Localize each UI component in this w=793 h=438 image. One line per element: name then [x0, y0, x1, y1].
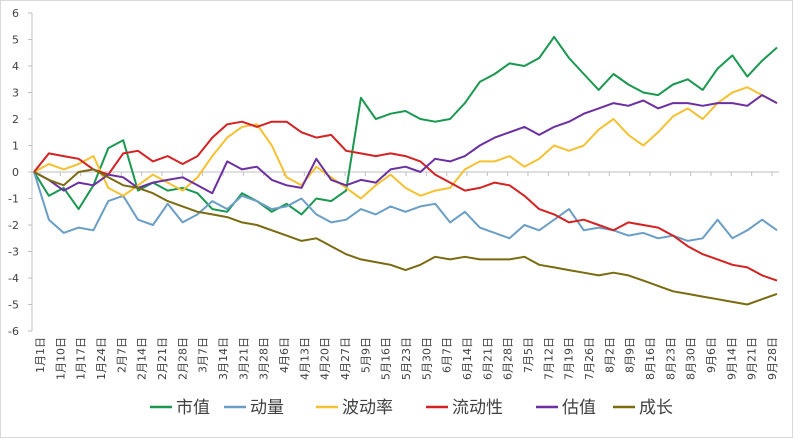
x-tick-label: 4月20日: [319, 337, 332, 380]
x-tick-label: 1月10日: [54, 337, 67, 380]
y-tick-label: -6: [8, 325, 19, 338]
x-tick-label: 5月23日: [400, 337, 413, 380]
x-tick-label: 9月28日: [766, 337, 779, 380]
y-tick-label: -4: [8, 272, 19, 285]
series-line-动量: [33, 171, 778, 242]
x-tick-label: 5月9日: [359, 337, 372, 373]
x-tick-label: 7月26日: [583, 337, 596, 380]
y-tick-label: 2: [12, 113, 19, 126]
x-tick-label: 6月21日: [481, 337, 494, 380]
y-tick-label: -2: [8, 219, 19, 232]
x-tick-label: 9月14日: [725, 337, 738, 380]
x-tick-label: 6月28日: [502, 337, 515, 380]
x-tick-label: 7月5日: [522, 337, 535, 373]
y-tick-label: 1: [12, 140, 19, 153]
y-tick-label: -5: [8, 299, 19, 312]
legend: 市值 动量 波动率 流动性 估值 成长: [150, 398, 673, 418]
x-tick-label: 9月6日: [705, 337, 718, 373]
x-tick-label: 8月23日: [664, 337, 677, 380]
x-tick-label: 2月28日: [176, 337, 189, 380]
x-tick-label: 3月28日: [258, 337, 271, 380]
y-tick-label: 0: [12, 166, 19, 179]
series-layer: [33, 35, 778, 306]
x-tick-label: 5月16日: [380, 337, 393, 380]
x-tick-label: 8月16日: [644, 337, 657, 380]
series-line-估值: [33, 94, 778, 195]
x-tick-label: 4月13日: [298, 337, 311, 380]
x-tick-label: 3月14日: [217, 337, 230, 380]
x-tick-label: 8月30日: [685, 337, 698, 380]
x-tick-label: 3月21日: [237, 337, 250, 380]
x-tick-label: 6月7日: [441, 337, 454, 373]
x-tick-label: 8月2日: [603, 337, 616, 373]
x-tick-label: 4月6日: [278, 337, 291, 373]
y-tick-label: 5: [12, 34, 19, 47]
x-tick-label: 2月21日: [156, 337, 169, 380]
y-tick-label: 4: [12, 60, 19, 73]
legend-label: 估值: [562, 398, 596, 418]
legend-label: 波动率: [342, 398, 393, 418]
x-tick-label: 5月30日: [420, 337, 433, 380]
x-tick-label: 7月12日: [542, 337, 555, 380]
series-line-市值: [33, 35, 778, 216]
y-tick-label: -1: [8, 193, 19, 206]
x-tick-label: 1月1日: [34, 337, 47, 373]
series-line-波动率: [33, 86, 778, 200]
axis-layer: -6 -5 -4 -3 -2 -1 0 1 2 3 4 5 6 1月1日 1月10日 1月17日 1月24日 2月…: [8, 7, 779, 380]
y-tick-label: 3: [12, 87, 19, 100]
legend-label: 动量: [250, 398, 284, 418]
legend-label: 市值: [176, 398, 210, 418]
series-line-成长: [33, 168, 778, 306]
x-tick-label: 7月19日: [563, 337, 576, 380]
series-line-流动性: [33, 120, 778, 282]
x-tick-label: 1月24日: [95, 337, 108, 380]
x-tick-label: 1月17日: [75, 337, 88, 380]
x-tick-label: 6月14日: [461, 337, 474, 380]
x-tick-label: 2月14日: [136, 337, 149, 380]
y-tick-label: 6: [12, 7, 19, 20]
y-tick-label: -3: [8, 246, 19, 259]
legend-label: 流动性: [452, 398, 503, 418]
x-tick-label: 9月21日: [746, 337, 759, 380]
x-tick-label: 2月7日: [115, 337, 128, 373]
x-tick-label: 3月7日: [197, 337, 210, 373]
x-tick-label: 8月9日: [624, 337, 637, 373]
legend-label: 成长: [639, 398, 673, 418]
x-tick-label: 4月27日: [339, 337, 352, 380]
